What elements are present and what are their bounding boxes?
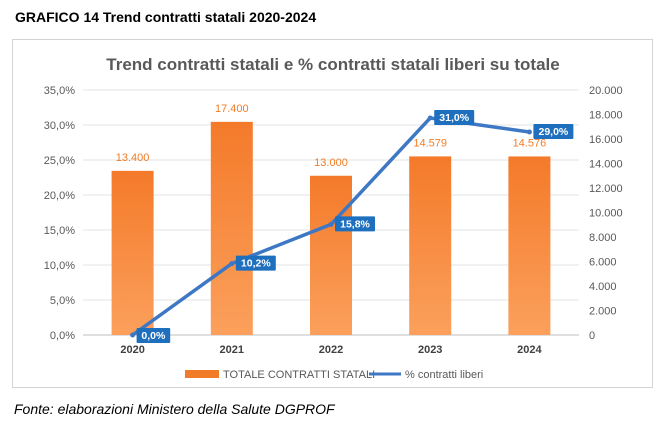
line-value-box [235,255,276,271]
line-value-label: 10,2% [241,258,271,270]
line-value-label: 29,0% [539,126,569,138]
line-value-label: 15,8% [340,218,370,230]
right-tick-label: 12.000 [589,183,623,195]
left-tick-label: 35,0% [44,85,75,97]
line-point [130,332,136,338]
bar-value-label: 17.400 [215,103,249,115]
right-tick-label: 6.000 [589,257,617,269]
left-tick-label: 20,0% [44,190,75,202]
figure-caption: GRAFICO 14 Trend contratti statali 2020-… [15,9,317,25]
x-tick-label: 2022 [319,344,343,356]
chart-title: Trend contratti statali e % contratti st… [106,55,559,74]
right-tick-label: 2.000 [589,306,617,318]
line-point [328,221,334,227]
left-tick-label: 25,0% [44,155,75,167]
right-tick-label: 4.000 [589,281,617,293]
bar [111,170,154,335]
combo-chart: Trend contratti statali e % contratti st… [44,55,623,381]
right-tick-label: 10.000 [589,208,623,220]
right-axis-ticks: 0 2.000 4.000 6.000 8.000 10.000 12.000 14.000 1… [589,85,623,342]
x-tick-label: 2023 [418,344,442,356]
line-series: 0,0% 10,2% 15,8% 31,0% 29,0% [130,110,574,343]
right-tick-label: 16.000 [589,134,623,146]
line-value-box [434,110,475,125]
chart-container: Trend contratti statali e % contratti st… [12,39,653,388]
left-tick-label: 30,0% [44,120,75,132]
legend: TOTALE CONTRATTI STATALI % contratti lib… [185,369,483,381]
line-point [427,115,433,121]
left-tick-label: 15,0% [44,225,75,237]
x-tick-label: 2020 [120,344,144,356]
left-tick-label: 10,0% [44,260,75,272]
bar [310,175,352,335]
right-tick-label: 0 [589,330,595,342]
bar-value-label: 13.000 [314,157,348,169]
legend-swatch-bars [185,370,219,378]
x-axis-ticks: 2020 2021 2022 2023 2024 [120,344,542,356]
source-note: Fonte: elaborazioni Ministero della Salu… [14,401,335,417]
line-value-box [533,124,574,139]
right-tick-label: 20.000 [589,85,623,97]
bar [409,156,452,335]
x-tick-label: 2021 [220,344,244,356]
legend-label-line: % contratti liberi [405,369,483,381]
line-value-label: 31,0% [439,112,469,124]
line-value-box [335,216,375,232]
right-tick-label: 18.000 [589,110,623,122]
bar [508,156,551,335]
right-tick-label: 8.000 [589,232,617,244]
line-point [229,261,235,267]
left-tick-label: 0,0% [50,330,75,342]
bar-value-label: 13.400 [116,152,150,164]
line-point [526,129,532,135]
bar-series: 13.400 17.400 13.000 14.579 14.576 [111,103,551,335]
legend-label-bars: TOTALE CONTRATTI STATALI [223,369,375,381]
bar-value-label: 14.576 [513,137,547,149]
bar-value-label: 14.579 [413,137,447,149]
line-value-box [136,328,171,343]
x-tick-label: 2024 [517,344,542,356]
left-tick-label: 5,0% [50,295,75,307]
right-tick-label: 14.000 [589,159,623,171]
bar [210,121,253,335]
left-axis-ticks: 0,0% 5,0% 10,0% 15,0% 20,0% 25,0% 30,0% 35,0% [44,85,75,342]
line-value-label: 0,0% [141,330,166,342]
